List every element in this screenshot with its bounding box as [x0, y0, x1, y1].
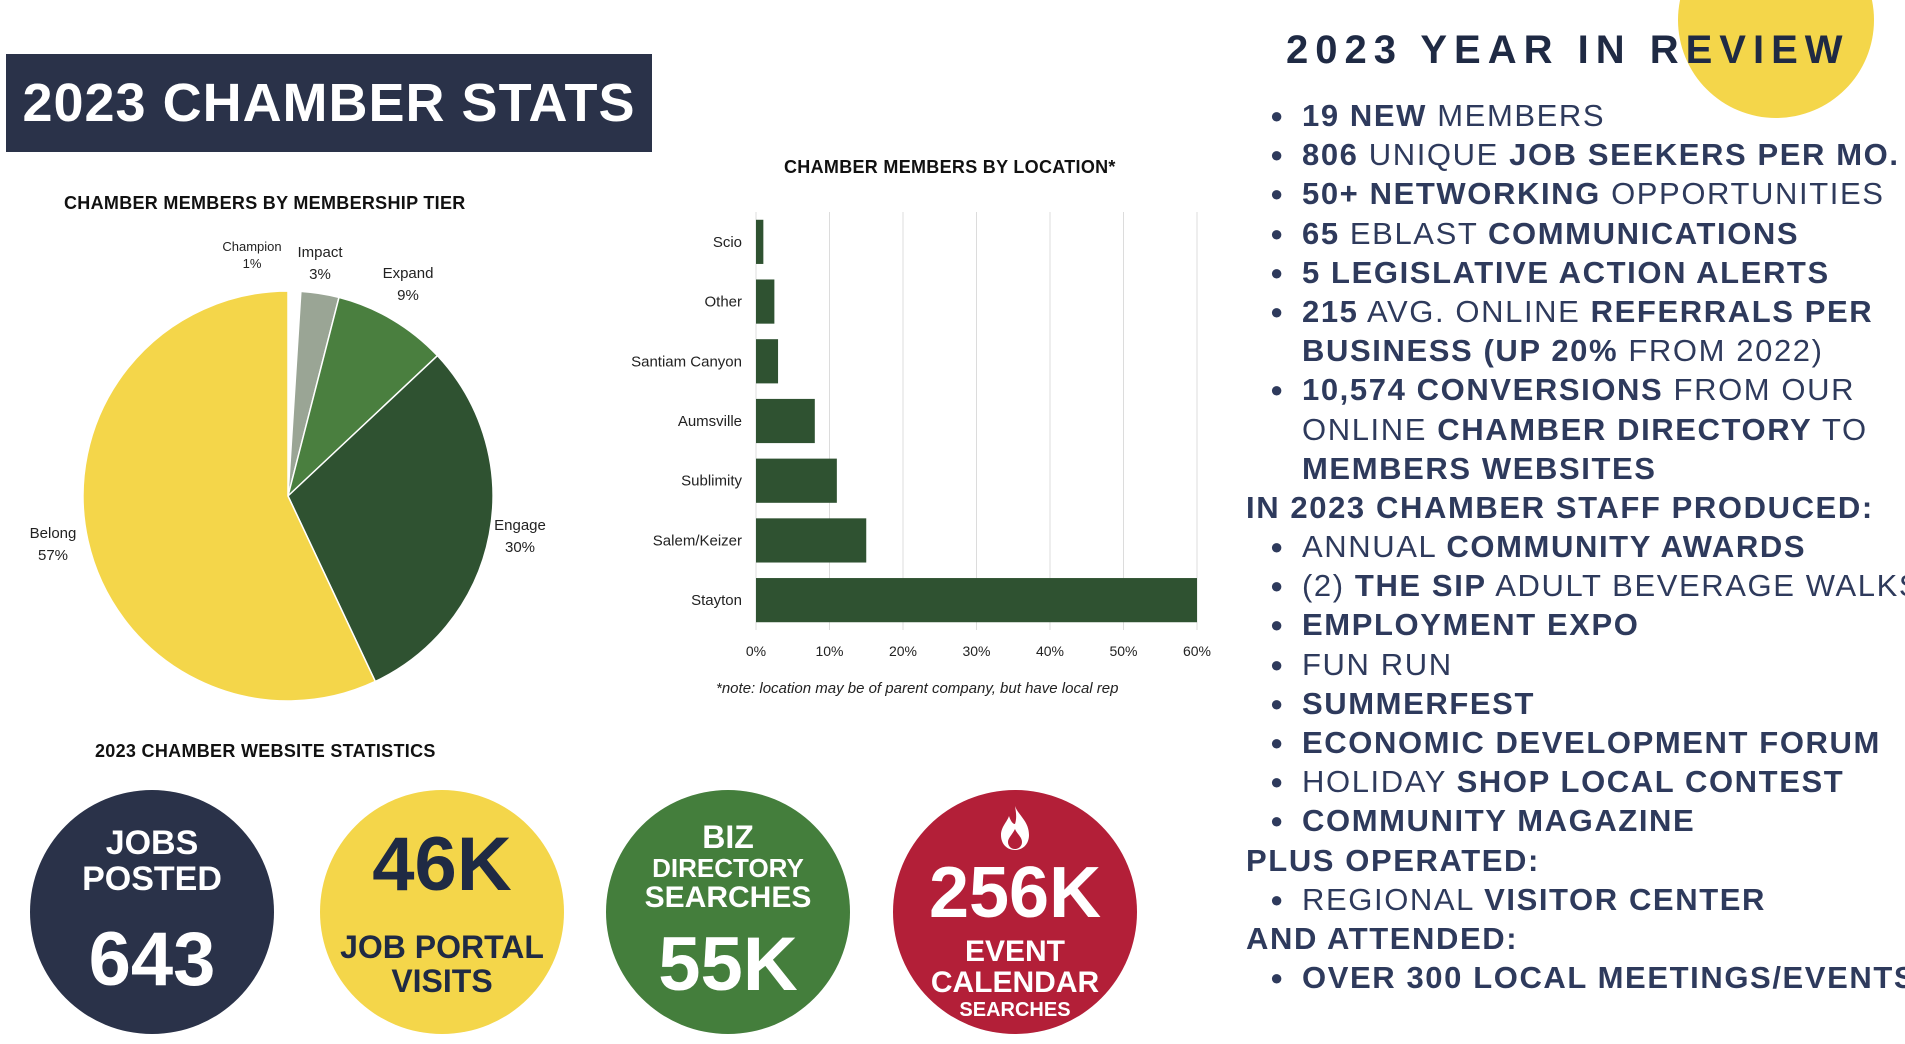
list-item-continued: BUSINESS (UP 20% FROM 2022)	[1302, 333, 1824, 369]
bar-santiam-canyon	[756, 339, 779, 384]
jobs-posted-badge: JOBS POSTED 643	[30, 790, 274, 1034]
list-item: ● 5 LEGISLATIVE ACTION ALERTS	[1270, 254, 1830, 290]
x-tick-label: 50%	[1109, 643, 1137, 659]
pie-chart-title: CHAMBER MEMBERS BY MEMBERSHIP TIER	[64, 193, 466, 213]
list-item: ● EMPLOYMENT EXPO	[1270, 607, 1640, 643]
list-item: ● 10,574 CONVERSIONS FROM OUR	[1270, 372, 1856, 408]
pie-label-champion: Champion 1%	[222, 239, 282, 271]
pie-slice-expand	[286, 296, 439, 499]
event-calendar-value: 256K	[928, 852, 1102, 933]
list-item: ● 19 NEW MEMBERS	[1270, 98, 1606, 133]
location-bar-chart: 0% 10% 20% 30% 40% 50% 60% Scio Other Santiam Can…	[631, 212, 1211, 659]
y-category-label: Sublimity	[681, 473, 742, 490]
y-category-label: Salem/Keizer	[653, 532, 742, 549]
list-item: ● 65 EBLAST COMMUNICATIONS	[1270, 215, 1800, 251]
list-item: ● HOLIDAY SHOP LOCAL CONTEST	[1270, 764, 1845, 800]
pie-slice-engage	[287, 354, 494, 683]
section-heading: AND ATTENDED:	[1246, 920, 1519, 956]
review-list: ● 19 NEW MEMBERS ● 806 UNIQUE JOB SEEKERS …	[1246, 96, 1905, 997]
x-tick-label: 30%	[962, 643, 990, 659]
list-item: ● OVER 300 LOCAL MEETINGS/EVENTS	[1270, 960, 1905, 996]
event-calendar-badge: 256K EVENT CALENDAR SEARCHES	[893, 790, 1137, 1034]
jobs-posted-value: 643	[88, 917, 216, 1002]
tier-pie-chart	[82, 290, 494, 702]
review-title: 2023 YEAR IN REVIEW	[1286, 28, 1850, 72]
list-item: ● COMMUNITY MAGAZINE	[1270, 803, 1696, 839]
pie-label-belong: Belong 57%	[29, 525, 77, 564]
list-item: ● (2) THE SIP ADULT BEVERAGE WALKS	[1270, 568, 1905, 604]
y-category-label: Other	[704, 294, 742, 311]
biz-directory-value: 55K	[658, 922, 798, 1007]
x-tick-label: 60%	[1183, 643, 1211, 659]
bar-chart-title: CHAMBER MEMBERS BY LOCATION*	[784, 157, 1116, 177]
x-tick-label: 0%	[746, 643, 766, 659]
list-item: ● FUN RUN	[1270, 646, 1453, 682]
list-item: ● ANNUAL COMMUNITY AWARDS	[1270, 529, 1807, 565]
pie-slice-belong	[82, 290, 377, 702]
list-item-continued: ONLINE CHAMBER DIRECTORY TO	[1302, 411, 1868, 447]
y-category-label: Scio	[713, 234, 742, 251]
pie-label-engage: Engage 30%	[494, 517, 546, 556]
x-tick-label: 20%	[889, 643, 917, 659]
pie-label-expand: Expand 9%	[382, 265, 434, 304]
job-portal-badge: 46K JOB PORTAL VISITS	[320, 790, 564, 1034]
website-stats-title: 2023 CHAMBER WEBSITE STATISTICS	[95, 741, 436, 761]
job-portal-value: 46K	[372, 822, 512, 907]
y-category-label: Stayton	[691, 592, 742, 609]
list-item: ● 50+ NETWORKING OPPORTUNITIES	[1270, 176, 1885, 212]
bar-scio	[756, 219, 764, 264]
page-title: 2023 CHAMBER STATS	[6, 54, 652, 152]
section-heading: PLUS OPERATED:	[1246, 842, 1540, 878]
list-item: ● 215 AVG. ONLINE REFERRALS PER	[1270, 293, 1874, 329]
biz-directory-badge: BIZ DIRECTORY SEARCHES 55K	[606, 790, 850, 1034]
list-item: ● 806 UNIQUE JOB SEEKERS PER MO.	[1270, 137, 1900, 173]
flame-icon	[1001, 805, 1029, 850]
bar-chart-note: *note: location may be of parent company…	[716, 680, 1119, 697]
list-item: ● REGIONAL VISITOR CENTER	[1270, 881, 1766, 917]
section-heading: IN 2023 CHAMBER STAFF PRODUCED:	[1246, 489, 1874, 525]
y-category-label: Santiam Canyon	[631, 353, 742, 370]
bar-salem-keizer	[756, 518, 867, 563]
list-item: ● SUMMERFEST	[1270, 685, 1535, 721]
bar-aumsville	[756, 398, 815, 444]
bar-stayton	[756, 578, 1197, 623]
y-category-label: Aumsville	[678, 413, 742, 430]
list-item-continued: MEMBERS WEBSITES	[1302, 450, 1657, 486]
bar-other	[756, 279, 775, 324]
x-tick-label: 10%	[815, 643, 843, 659]
bar-sublimity	[756, 458, 837, 503]
list-item: ● ECONOMIC DEVELOPMENT FORUM	[1270, 725, 1881, 760]
x-tick-label: 40%	[1036, 643, 1064, 659]
pie-label-impact: Impact 3%	[297, 244, 343, 283]
